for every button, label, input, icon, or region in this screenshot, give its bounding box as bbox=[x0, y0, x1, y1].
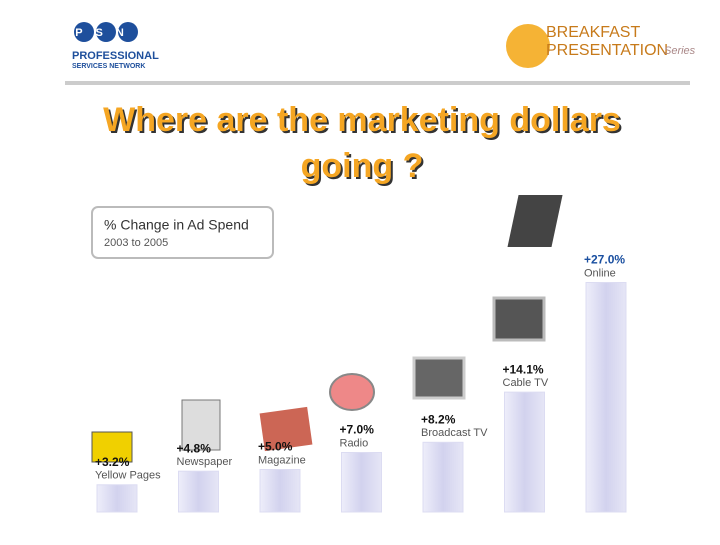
title-shadow: Where are the marketing dollars bbox=[105, 103, 623, 141]
tv-icon bbox=[492, 296, 546, 342]
box-subtitle: 2003 to 2005 bbox=[104, 237, 168, 249]
logo-text: PSN bbox=[75, 27, 137, 39]
value-label: +3.2% bbox=[95, 455, 130, 469]
value-label: +7.0% bbox=[340, 423, 375, 437]
category-label: Newspaper bbox=[177, 456, 233, 468]
newspaper-icon bbox=[181, 399, 221, 451]
bar bbox=[422, 441, 464, 513]
logo-dot bbox=[74, 22, 94, 42]
title-shadow: going ? bbox=[303, 149, 426, 187]
value-label: +5.0% bbox=[258, 440, 293, 454]
legend-box bbox=[91, 206, 274, 259]
box-title: % Change in Ad Spend bbox=[104, 217, 249, 233]
radio-icon bbox=[329, 373, 375, 411]
bar bbox=[585, 282, 627, 513]
category-label: Cable TV bbox=[503, 377, 549, 389]
logo-orange bbox=[506, 24, 550, 68]
logo-text: BREAKFAST bbox=[546, 24, 640, 41]
bar bbox=[341, 452, 382, 513]
category-label: Radio bbox=[340, 437, 369, 449]
logo-text: Series bbox=[664, 45, 696, 57]
logo-dot bbox=[96, 22, 116, 42]
logo-dot bbox=[118, 22, 138, 42]
tv-icon bbox=[412, 356, 466, 400]
value-label: +4.8% bbox=[177, 441, 212, 455]
laptop-icon bbox=[507, 195, 563, 247]
bar bbox=[259, 469, 301, 513]
value-label: +27.0% bbox=[584, 253, 625, 267]
category-label: Yellow Pages bbox=[95, 470, 161, 482]
magazine-icon bbox=[259, 406, 313, 452]
value-label: +8.2% bbox=[421, 412, 456, 426]
logo-text: PRESENTATION bbox=[546, 42, 668, 59]
bar bbox=[96, 484, 138, 513]
category-label: Broadcast TV bbox=[421, 427, 488, 439]
value-label: +14.1% bbox=[503, 362, 544, 376]
bar bbox=[178, 470, 219, 513]
logo-text: PROFESSIONAL bbox=[72, 50, 159, 62]
category-label: Magazine bbox=[258, 454, 306, 466]
bar bbox=[504, 391, 545, 513]
logo-text: SERVICES NETWORK bbox=[72, 63, 145, 70]
chart-title: going ? bbox=[301, 147, 424, 185]
category-label: Online bbox=[584, 267, 616, 279]
chart-title: Where are the marketing dollars bbox=[103, 101, 621, 139]
yellowpages-icon bbox=[91, 431, 133, 463]
